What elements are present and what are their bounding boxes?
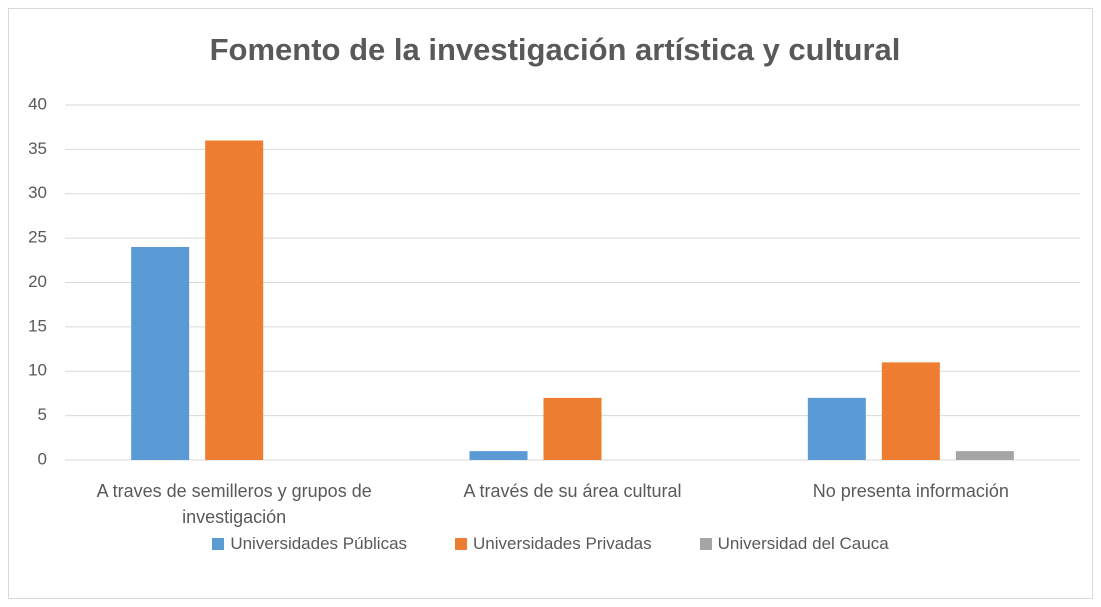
y-tick-label: 40: [28, 94, 47, 113]
legend-label: Universidades Públicas: [230, 534, 408, 553]
legend-item: Universidades Públicas: [212, 534, 407, 554]
y-tick-label: 5: [38, 405, 47, 424]
bar: [543, 397, 602, 460]
legend-item: Universidades Privadas: [455, 534, 652, 554]
x-tick-label: No presenta información: [812, 481, 1009, 501]
x-tick-label: A traves de semilleros y grupos de inves…: [96, 481, 372, 527]
y-tick-label: 30: [28, 183, 47, 202]
legend-item: Universidad del Cauca: [699, 534, 889, 554]
bar: [955, 451, 1014, 460]
bar: [807, 397, 866, 460]
bar: [881, 362, 940, 460]
bar: [469, 451, 528, 460]
legend-label: Universidad del Cauca: [717, 534, 889, 553]
x-tick-label: A través de su área cultural: [463, 481, 682, 501]
bar: [131, 247, 190, 460]
y-tick-label: 0: [38, 449, 47, 468]
chart-title: Fomento de la investigación artística y …: [210, 32, 901, 67]
y-tick-label: 25: [28, 228, 47, 247]
y-tick-label: 20: [28, 272, 47, 291]
legend-swatch: [212, 538, 225, 550]
y-tick-label: 35: [28, 139, 47, 158]
y-tick-label: 10: [28, 361, 47, 380]
legend-swatch: [699, 538, 712, 550]
bar: [205, 140, 264, 460]
legend-label: Universidades Privadas: [473, 534, 652, 553]
legend: Universidades Públicas Universidades Priv…: [0, 534, 1101, 554]
legend-swatch: [455, 538, 468, 550]
y-tick-label: 15: [28, 316, 47, 335]
